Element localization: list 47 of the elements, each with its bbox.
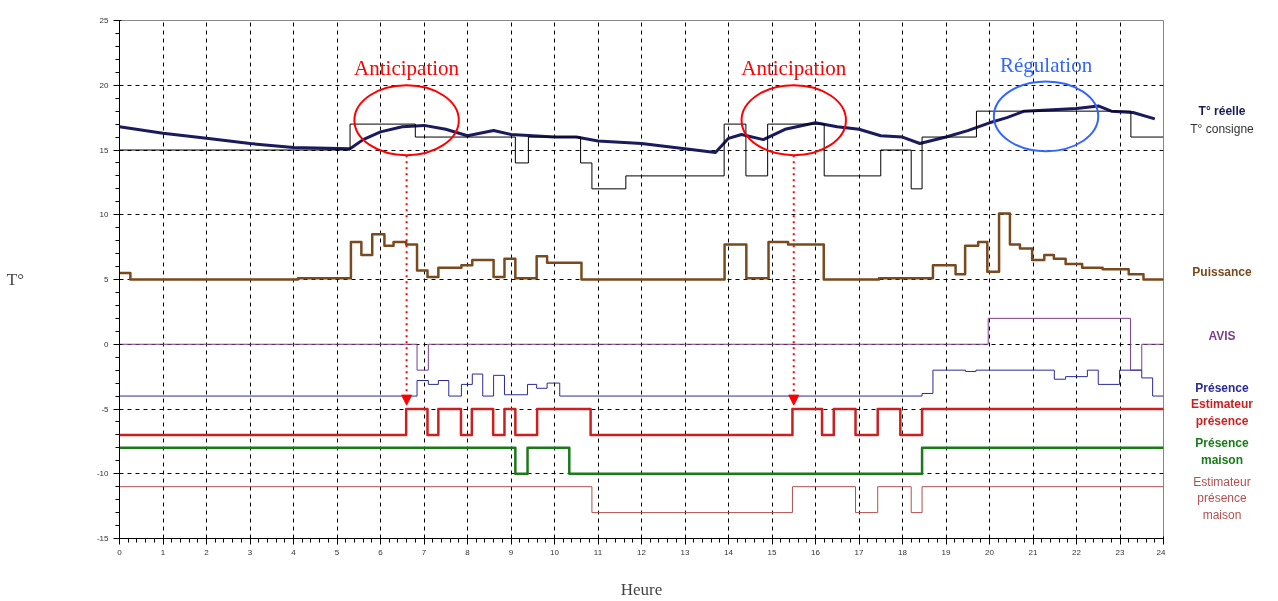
y-tick-label: -15 (96, 534, 110, 543)
y-tick-label: 5 (104, 275, 110, 284)
text: Estimateur présence (1190, 397, 1254, 428)
text: Estimateur présence maison (1193, 474, 1251, 523)
x-tick-label: 24 (1156, 547, 1167, 557)
y-tick-label: 25 (99, 16, 110, 25)
x-tick-label: 19 (941, 547, 951, 557)
x-tick-label: 22 (1072, 547, 1082, 557)
y-tick-label: -5 (101, 404, 110, 414)
annotation: Régulation (999, 52, 1093, 77)
x-tick-label: 9 (508, 547, 514, 557)
x-tick-label: 18 (898, 547, 908, 557)
annotation: Anticipation (741, 56, 847, 81)
annotation: Anticipation (354, 56, 460, 81)
y-tick-label: 15 (99, 145, 110, 155)
x-tick-label: 3 (247, 547, 253, 557)
x-tick-label: 23 (1115, 547, 1125, 557)
text: AVIS (1208, 329, 1236, 344)
x-tick-label: 16 (811, 547, 821, 557)
x-tick-label: 7 (421, 547, 427, 557)
y-tick-label: 20 (99, 80, 110, 90)
x-tick-label: 0 (117, 547, 123, 557)
x-tick-label: 21 (1028, 547, 1038, 557)
x-tick-label: 15 (767, 547, 777, 557)
y-tick-label: 10 (99, 210, 110, 220)
y-tick-label: 0 (104, 339, 110, 349)
x-tick-label: 8 (465, 547, 471, 557)
x-tick-label: 10 (550, 547, 560, 557)
x-tick-label: 14 (724, 547, 734, 557)
text: Présence (1195, 381, 1250, 396)
x-tick-label: 20 (985, 547, 995, 557)
x-tick-label: 2 (204, 547, 210, 557)
x-tick-label: 12 (637, 547, 647, 557)
x-tick-label: 11 (593, 547, 603, 557)
text: T° réelle (1198, 103, 1246, 118)
x-tick-label: 17 (854, 547, 864, 557)
x-tick-label: 13 (680, 547, 690, 557)
y-axis-title: T° (6, 270, 24, 289)
text: Puissance (1192, 264, 1253, 279)
x-tick-label: 6 (378, 547, 384, 557)
y-tick-label: -10 (96, 469, 110, 479)
text: T° consigne (1190, 122, 1255, 137)
x-tick-label: 5 (334, 547, 340, 557)
text: Présence maison (1195, 435, 1250, 467)
x-tick-label: 1 (160, 547, 166, 557)
x-tick-label: 4 (291, 547, 297, 557)
x-axis-title: Heure (620, 579, 663, 599)
